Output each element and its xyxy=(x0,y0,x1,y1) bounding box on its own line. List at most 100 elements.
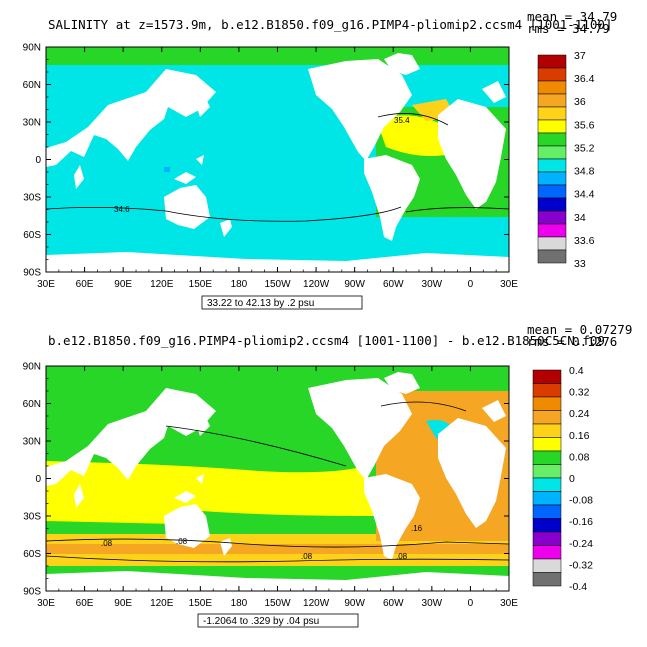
top-colorbar-swatch xyxy=(537,106,567,121)
bottom-colorbar-swatch xyxy=(532,518,562,533)
top-xtick-label: 60W xyxy=(383,279,404,290)
bottom-colorbar-swatch xyxy=(532,464,562,479)
top-contour-354 xyxy=(377,113,449,126)
bottom-colorbar-swatch xyxy=(532,450,562,465)
top-xtick-label: 30W xyxy=(422,279,443,290)
top-ytick-label: 0 xyxy=(35,155,41,166)
top-colorbar-swatch xyxy=(537,80,567,95)
top-colorbar-swatch xyxy=(537,67,567,82)
top-colorbar-swatch xyxy=(537,171,567,186)
top-xtick-label: 30E xyxy=(500,279,518,290)
bottom-colorbar-label: 0 xyxy=(569,473,575,485)
bottom-field-southern-core xyxy=(46,544,509,554)
bottom-colorbar-swatch xyxy=(532,545,562,560)
top-axes: 30E 60E 90E 120E 150E 180 150W 120W 90W 60W 30W 0 30… xyxy=(23,43,519,291)
bottom-colorbar-label: 0.32 xyxy=(569,387,590,399)
top-colorbar-swatch xyxy=(537,249,567,264)
top-colorbar-swatch xyxy=(537,145,567,160)
top-colorbar-swatch xyxy=(537,54,567,69)
bottom-ytick-label: 90S xyxy=(23,587,41,598)
bottom-colorbar-swatch xyxy=(532,491,562,506)
bottom-ytick-label: 0 xyxy=(35,474,41,485)
top-map: 34.6 35.4 30E 60E 90E 120E 150E 180 150W 120W 90… xyxy=(23,43,519,291)
top-colorbar-swatch xyxy=(537,236,567,251)
bottom-rms: rms = 0.1276 xyxy=(527,334,617,349)
top-ytick-label: 30N xyxy=(23,118,41,129)
bottom-contour-label-3: .08 xyxy=(301,552,313,561)
bottom-colorbar-swatch xyxy=(532,369,562,384)
bottom-contour-a xyxy=(165,425,347,467)
top-colorbar-label: 37 xyxy=(574,50,586,62)
top-units-frame xyxy=(201,295,363,310)
top-colorbar-label: 35.2 xyxy=(574,142,595,154)
top-xtick-label: 150W xyxy=(264,279,291,290)
bottom-units-note: -1.2064 to .329 by .04 psu xyxy=(203,616,319,627)
top-contour-346 xyxy=(46,206,402,222)
bottom-contour-label-0: .08 xyxy=(101,539,113,548)
top-colorbar-label: 34.8 xyxy=(574,166,595,178)
bottom-xtick-label: 150W xyxy=(264,598,291,609)
bottom-colorbar-swatch xyxy=(532,504,562,519)
bottom-xtick-label: 90W xyxy=(344,598,365,609)
bottom-colorbar-label: 0.24 xyxy=(569,408,590,420)
bottom-colorbar-swatch xyxy=(532,383,562,398)
top-mean: mean = 34.79 xyxy=(527,9,617,24)
bottom-ytick-label: 30N xyxy=(23,437,41,448)
bottom-ytick-label: 60N xyxy=(23,399,41,410)
top-contour-south-atl xyxy=(405,207,509,213)
bottom-colorbar-swatch xyxy=(532,410,562,425)
top-colorbar-swatch xyxy=(537,210,567,225)
bottom-colorbar-swatch xyxy=(532,396,562,411)
bottom-ytick-label: 30S xyxy=(23,512,41,523)
top-ytick-label: 60N xyxy=(23,80,41,91)
top-contour-label-0: 35.4 xyxy=(394,116,410,125)
top-xtick-label: 0 xyxy=(468,279,474,290)
top-colorbar-label: 36 xyxy=(574,96,586,108)
top-xtick-label: 90E xyxy=(114,279,132,290)
top-colorbar-swatch xyxy=(537,119,567,134)
bottom-units-box: -1.2064 to .329 by .04 psu xyxy=(197,613,359,628)
bottom-xtick-label: 120W xyxy=(303,598,330,609)
bottom-colorbar-label: -0.32 xyxy=(569,559,593,571)
top-ytick-label: 30S xyxy=(23,193,41,204)
top-colorbar-swatch xyxy=(537,158,567,173)
bottom-map: .08 .16 .08 .08 .08 30E 60E 90E 120E 150E 180… xyxy=(23,362,519,610)
bottom-colorbar-swatch xyxy=(532,572,562,587)
bottom-xtick-label: 30W xyxy=(422,598,443,609)
bottom-xtick-label: 90E xyxy=(114,598,132,609)
bottom-xtick-label: 60W xyxy=(383,598,404,609)
bottom-contour-label-4: .08 xyxy=(396,552,408,561)
top-field-patch xyxy=(164,167,170,172)
top-field-southern xyxy=(46,225,509,257)
bottom-contour-d xyxy=(380,401,467,412)
top-title: SALINITY at z=1573.9m, b.e12.B1850.f09_g… xyxy=(48,17,612,32)
top-xtick-label: 150E xyxy=(189,279,213,290)
bottom-colorbar: 0.4 0.32 0.24 0.16 0.08 0 -0.08 -0.16 -0.24 -0.32… xyxy=(532,365,593,593)
bottom-colorbar-swatch xyxy=(532,423,562,438)
top-colorbar-label: 34 xyxy=(574,212,586,224)
top-rms: rms = 34.79 xyxy=(527,21,610,36)
top-units-note: 33.22 to 42.13 by .2 psu xyxy=(207,298,314,309)
bottom-title: b.e12.B1850.f09_g16.PIMP4-pliomip2.ccsm4… xyxy=(48,333,605,348)
top-colorbar-swatch xyxy=(537,223,567,238)
top-colorbar-label: 33 xyxy=(574,258,586,270)
top-ytick-label: 90N xyxy=(23,43,41,54)
bottom-colorbar-label: 0.08 xyxy=(569,451,590,463)
bottom-contour-label-1: .16 xyxy=(411,524,423,533)
bottom-ytick-label: 60S xyxy=(23,549,41,560)
bottom-colorbar-label: 0.4 xyxy=(569,365,584,377)
top-colorbar-swatch xyxy=(537,184,567,199)
top-units-box: 33.22 to 42.13 by .2 psu xyxy=(201,295,363,310)
top-xtick-label: 120E xyxy=(150,279,174,290)
bottom-contour-label-2: .08 xyxy=(176,537,188,546)
top-ytick-label: 60S xyxy=(23,230,41,241)
top-field-subtropical-atlantic xyxy=(376,115,446,156)
bottom-contour-b xyxy=(46,538,509,548)
bottom-xtick-label: 180 xyxy=(231,598,248,609)
bottom-units-frame xyxy=(197,613,359,628)
bottom-xtick-label: 0 xyxy=(468,598,474,609)
top-panel: SALINITY at z=1573.9m, b.e12.B1850.f09_g… xyxy=(23,9,617,310)
bottom-colorbar-label: -0.4 xyxy=(569,581,587,593)
top-xtick-label: 180 xyxy=(231,279,248,290)
